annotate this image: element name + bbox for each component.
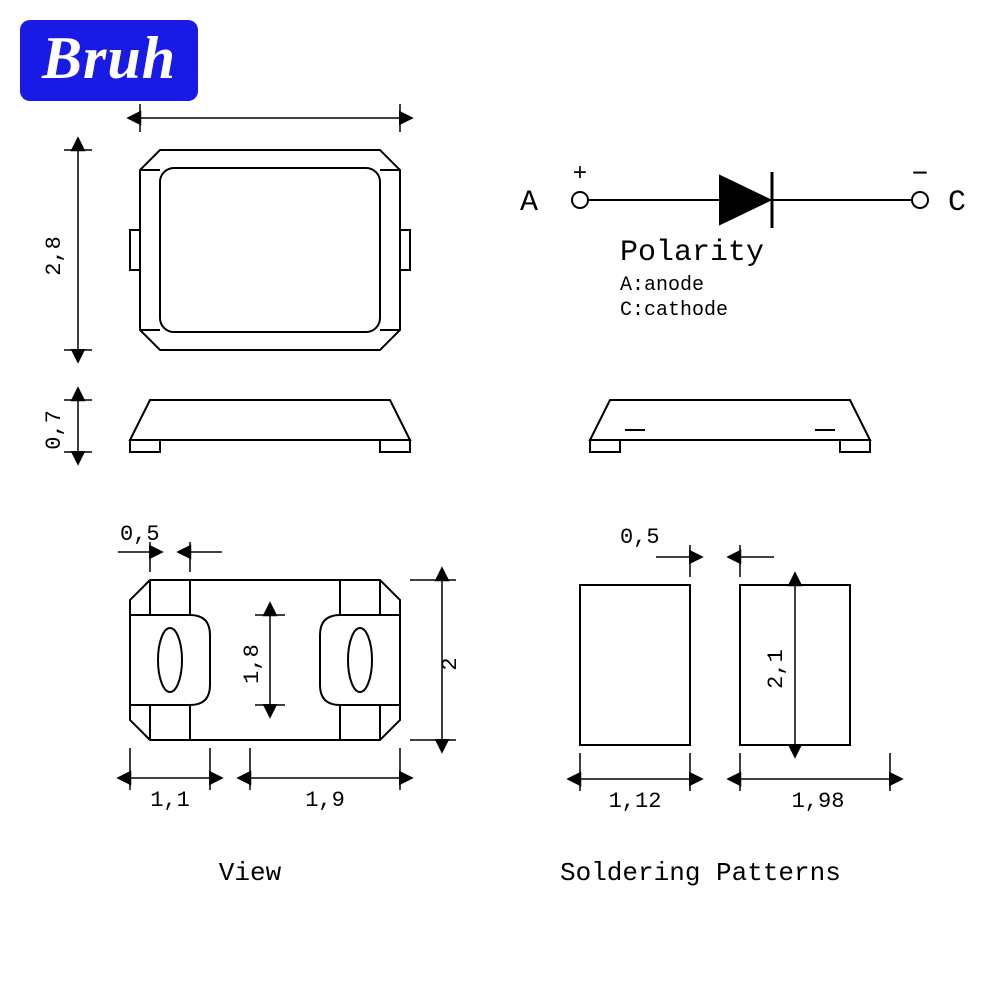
dim-top-height: 2,8 bbox=[42, 236, 67, 276]
dim-solder-pitch: 1,98 bbox=[792, 789, 845, 814]
minus-icon: − bbox=[912, 160, 929, 191]
dim-solder-gap: 0,5 bbox=[620, 525, 660, 550]
plus-icon: + bbox=[573, 161, 587, 188]
label-soldering: Soldering Patterns bbox=[560, 858, 841, 888]
top-view: 2,8 bbox=[42, 104, 410, 350]
soldering-patterns: 0,5 2,1 1,12 1,98 bbox=[580, 525, 890, 814]
anode-label: A bbox=[520, 186, 538, 220]
polarity-diagram: + − A C Polarity A:anode C:cathode bbox=[520, 160, 966, 322]
side-view: 0,7 bbox=[42, 400, 410, 452]
polarity-cathode: C:cathode bbox=[620, 299, 728, 322]
dim-solder-h: 2,1 bbox=[764, 649, 789, 689]
label-view: View bbox=[219, 858, 282, 888]
cathode-label: C bbox=[948, 186, 966, 220]
diagram-canvas: 2,8 0,7 0,5 bbox=[0, 0, 1000, 1000]
dim-bottom-notch: 0,5 bbox=[120, 522, 160, 547]
dim-bottom-pad-w1: 1,1 bbox=[150, 788, 190, 813]
dim-side-height: 0,7 bbox=[42, 410, 67, 450]
side-view-right bbox=[590, 400, 870, 452]
polarity-anode: A:anode bbox=[620, 274, 704, 297]
dim-bottom-center-w: 1,9 bbox=[305, 788, 345, 813]
dim-bottom-inner-h: 1,8 bbox=[240, 644, 265, 684]
brand-logo: Bruh bbox=[20, 20, 198, 101]
polarity-title: Polarity bbox=[620, 236, 764, 270]
dim-bottom-outer-h: 2 bbox=[438, 657, 463, 670]
bottom-view: 0,5 1,8 2 1,1 1,9 bbox=[118, 522, 463, 813]
dim-solder-w1: 1,12 bbox=[609, 789, 662, 814]
